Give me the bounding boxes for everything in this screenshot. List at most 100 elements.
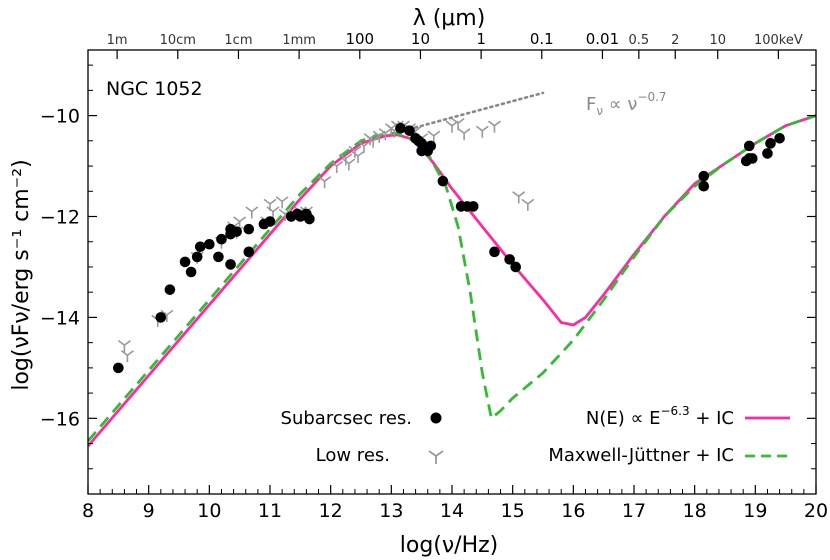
lowres-point-arm-right — [493, 120, 501, 127]
lowres-point — [160, 309, 174, 322]
top-tick-label: 1 — [476, 30, 486, 48]
subarcsec-point — [225, 259, 236, 270]
lowres-point-arm-left — [117, 340, 125, 346]
lowres-point-arm-right — [284, 208, 292, 215]
subarcsec-point — [264, 216, 276, 227]
curve-powerlaw-extrapolation — [402, 91, 545, 132]
lowres-point-arm-left — [351, 150, 359, 157]
lowres-point-arm-right — [527, 198, 535, 205]
lowres-point-arm-left — [378, 128, 386, 134]
x-tick-label: 18 — [683, 500, 707, 522]
lowres-point — [475, 125, 489, 138]
top-tick-label: 0.01 — [586, 30, 619, 48]
lowres-point — [366, 135, 380, 148]
top-tick-label: 100keV — [754, 33, 803, 48]
subarcsec-point — [425, 140, 437, 152]
subarcsec-point — [437, 175, 449, 187]
legend-label-powerlaw-model: N(E) ∝ E−6.3 + IC — [586, 404, 734, 429]
subarcsec-point — [216, 233, 227, 245]
lowres-point-arm-right — [433, 130, 441, 137]
x-axis-title: log(ν/Hz) — [400, 533, 499, 558]
data-markers — [113, 118, 785, 374]
lowres-point-arm-left — [233, 216, 241, 223]
lowres-point — [457, 128, 471, 141]
lowres-point-arm-right — [239, 216, 247, 223]
legend-marker-subarcsec — [430, 412, 442, 424]
legend: Subarcsec res. Low res. N(E) ∝ E−6.3 + I… — [281, 404, 790, 466]
lowres-point-arm-left — [275, 196, 283, 203]
lowres-point — [521, 198, 535, 211]
lowres-point-arm-right — [272, 206, 280, 213]
x-tick-label: 13 — [379, 500, 403, 522]
subarcsec-point — [191, 251, 203, 263]
subarcsec-point — [204, 238, 215, 250]
lowres-point-arm-right — [415, 125, 423, 132]
lowres-point — [117, 340, 131, 353]
lowres-point-arm-left — [245, 206, 253, 213]
lowres-point-arm-left — [160, 309, 168, 316]
lowres-point-arm-left — [521, 198, 529, 205]
subarcsec-point — [194, 241, 206, 253]
y-tick-label: −14 — [40, 307, 80, 329]
x-tick-label: 16 — [561, 500, 585, 522]
x-tick-label: 11 — [258, 500, 282, 522]
lowres-point — [487, 120, 501, 133]
subarcsec-point — [404, 125, 415, 137]
subarcsec-point — [489, 246, 500, 258]
lowres-point-arm-left — [120, 350, 128, 356]
subarcsec-point — [304, 213, 315, 225]
lowres-point — [512, 191, 526, 204]
subarcsec-point — [185, 266, 197, 278]
lowres-point-arm-right — [369, 133, 377, 139]
subarcsec-point — [243, 223, 255, 235]
lowres-point-arm-left — [372, 130, 380, 137]
lowres-point — [275, 196, 289, 209]
subarcsec-point — [395, 122, 406, 134]
subarcsec-point — [243, 246, 255, 258]
lowres-point-arm-right — [363, 140, 371, 147]
y-tick-label: −16 — [40, 408, 80, 430]
subarcsec-point — [179, 256, 191, 268]
subarcsec-point — [231, 226, 242, 237]
x-tick-label: 14 — [440, 500, 464, 522]
lowres-point-arm-right — [518, 191, 526, 197]
lowres-point-arm-left — [387, 125, 395, 132]
lowres-point — [120, 350, 134, 363]
top-tick-label: 10 — [709, 33, 726, 48]
lowres-point-arm-right — [123, 340, 131, 346]
lowres-point — [278, 208, 292, 221]
lowres-point-arm-right — [126, 350, 134, 356]
lowres-point-arm-right — [324, 176, 332, 182]
top-tick-label: 0.1 — [530, 30, 554, 48]
curve-maxwell-juttner-ic — [88, 114, 816, 442]
lowres-point-arm-right — [166, 309, 174, 316]
lowres-point — [357, 140, 371, 153]
top-tick-label: 0.5 — [629, 33, 650, 48]
lowres-point-arm-left — [330, 160, 338, 167]
lowres-point-arm-left — [427, 130, 435, 137]
lowres-point-arm-left — [266, 206, 274, 213]
top-tick-label: 1m — [107, 33, 128, 48]
lowres-point-arm-right — [372, 135, 380, 142]
lowres-point-arm-left — [512, 191, 520, 197]
lowres-point-arm-left — [366, 135, 374, 142]
subarcsec-point — [743, 140, 755, 152]
lowres-point-arm-left — [451, 118, 459, 124]
top-tick-label: 2 — [671, 33, 679, 48]
x-tick-label: 10 — [197, 500, 221, 522]
top-tick-label: 100 — [345, 30, 374, 48]
lowres-point-arm-right — [481, 125, 489, 132]
subarcsec-point — [762, 148, 773, 159]
lowres-point-arm-right — [348, 158, 356, 165]
lowres-point — [342, 158, 356, 171]
x-tick-label: 12 — [319, 500, 343, 522]
top-tick-label: 1mm — [282, 33, 316, 48]
subarcsec-point — [155, 312, 167, 323]
lowres-point — [318, 176, 332, 189]
x-tick-label: 9 — [143, 500, 155, 522]
legend-label-lowres: Low res. — [316, 445, 390, 466]
lowres-point-arm-right — [457, 118, 465, 124]
model-curves — [88, 91, 816, 448]
